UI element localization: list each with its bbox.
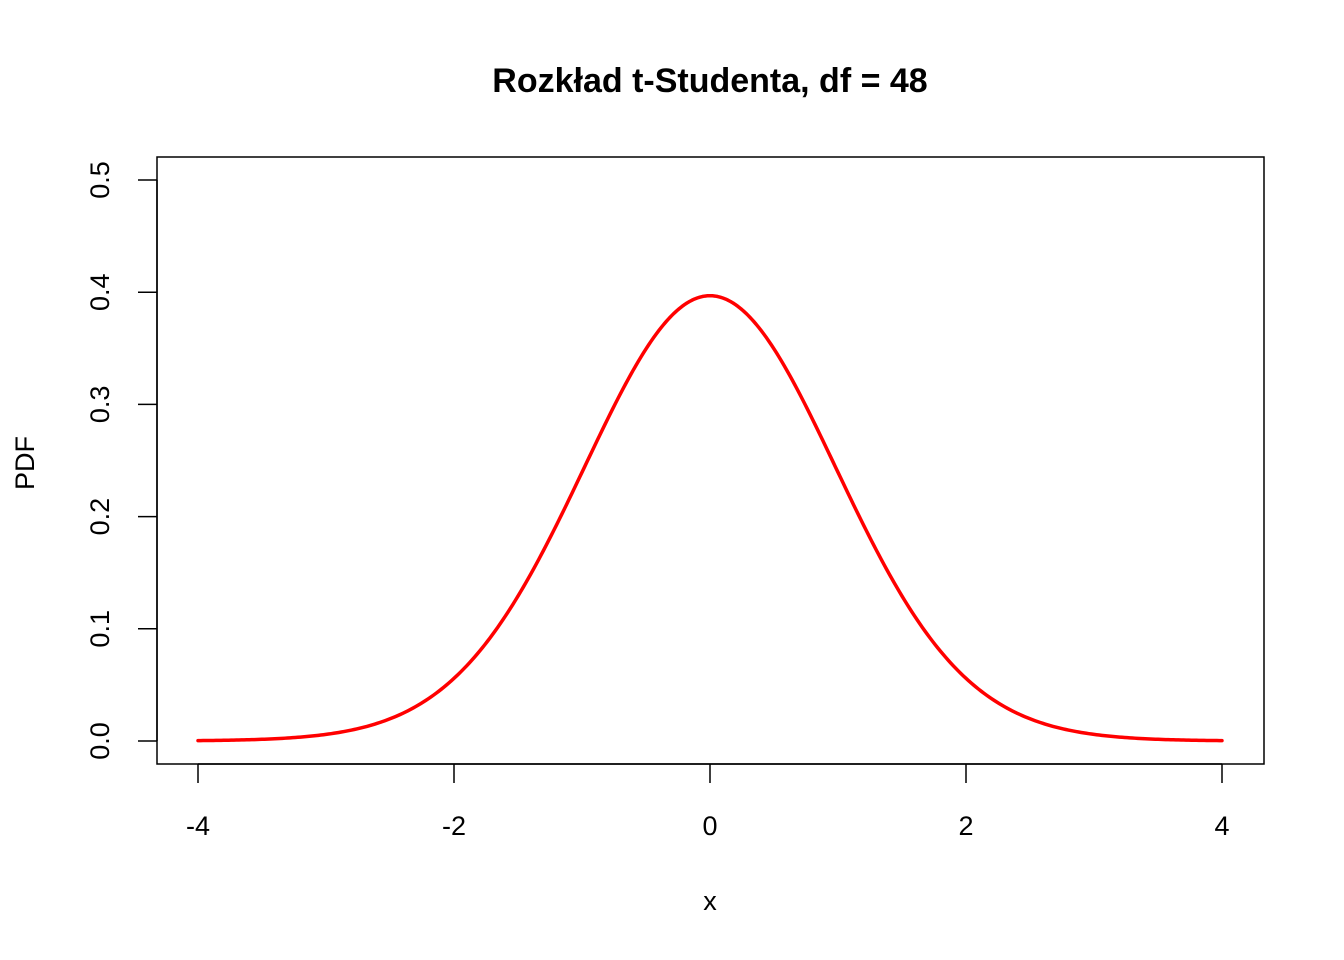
- series-layer: [196, 293, 1224, 743]
- y-tick-label: 0.3: [85, 386, 115, 424]
- y-tick-label: 0.1: [85, 610, 115, 648]
- x-tick-label: 2: [958, 811, 973, 841]
- x-tick-label: 0: [702, 811, 717, 841]
- y-axis: 0.0 0.1 0.2 0.3 0.4 0.5: [85, 161, 158, 760]
- plot-frame: [156, 156, 1265, 765]
- x-axis-label: x: [703, 886, 717, 916]
- y-tick-label: 0.2: [85, 498, 115, 536]
- x-tick-label: 4: [1214, 811, 1229, 841]
- series-line: [196, 293, 1224, 743]
- chart-title: Rozkład t-Studenta, df = 48: [492, 62, 927, 100]
- y-tick-label: 0.5: [85, 161, 115, 199]
- y-tick-label: 0.0: [85, 722, 115, 760]
- y-tick-label: 0.4: [85, 273, 115, 311]
- x-axis: -4 -2 0 2 4: [186, 763, 1230, 841]
- x-tick-label: -2: [442, 811, 466, 841]
- x-tick-label: -4: [186, 811, 210, 841]
- y-axis-label: PDF: [10, 436, 40, 490]
